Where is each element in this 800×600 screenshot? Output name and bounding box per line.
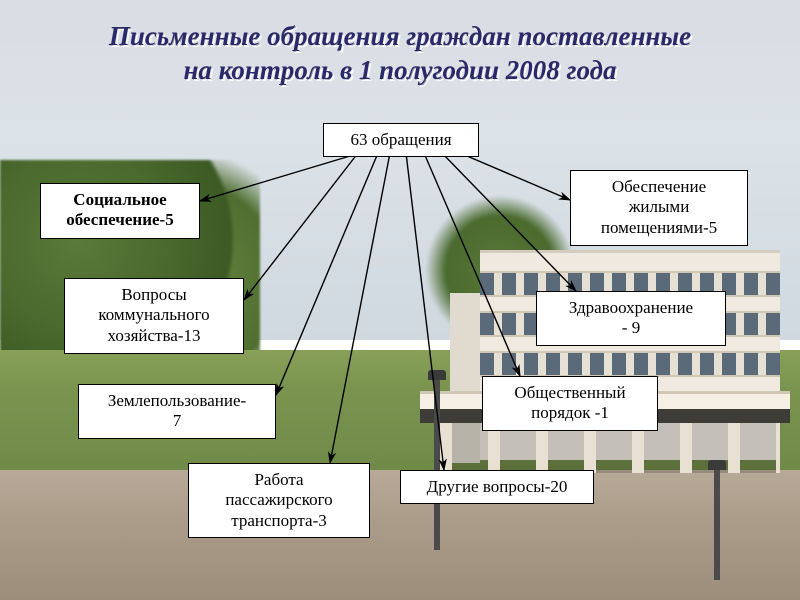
diagram-layer: Письменные обращения граждан поставленны… xyxy=(0,0,800,600)
diagram-node-utilities: Вопросыкоммунальногохозяйства-13 xyxy=(64,278,244,354)
title-line-1: Письменные обращения граждан поставленны… xyxy=(109,21,691,51)
diagram-node-land: Землепользование-7 xyxy=(78,384,276,439)
diagram-node-other: Другие вопросы-20 xyxy=(400,470,594,504)
diagram-node-health: Здравоохранение- 9 xyxy=(536,291,726,346)
diagram-node-social: Социальноеобеспечение-5 xyxy=(40,183,200,239)
diagram-node-order: Общественныйпорядок -1 xyxy=(482,376,658,431)
diagram-node-housing: Обеспечениежилымипомещениями-5 xyxy=(570,170,748,246)
slide-title: Письменные обращения граждан поставленны… xyxy=(0,20,800,88)
title-line-2: на контроль в 1 полугодии 2008 года xyxy=(183,55,616,85)
diagram-node-transport: Работапассажирскоготранспорта-3 xyxy=(188,463,370,538)
diagram-root-node: 63 обращения xyxy=(323,123,479,157)
